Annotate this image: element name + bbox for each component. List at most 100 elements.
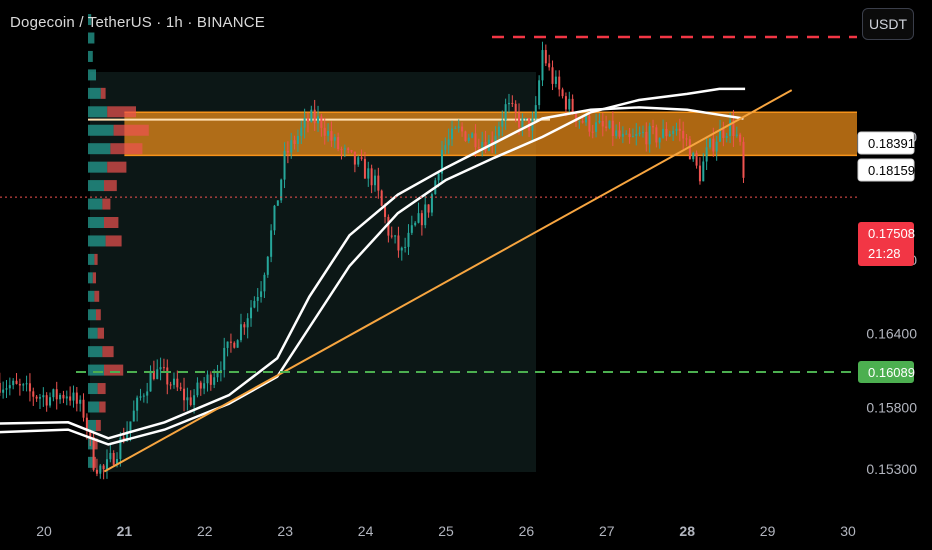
candles [0,41,745,480]
candle-body [350,149,353,152]
candle-body [35,396,38,399]
candle-body [42,395,45,398]
candle-body [638,132,641,134]
candle-body [95,469,98,474]
volume-bar-down [94,438,98,450]
volume-bar-up [88,346,103,358]
volume-bar-up [88,180,104,192]
candle-body [270,230,273,257]
currency-button[interactable]: USDT [862,8,914,40]
volume-profile [88,14,550,468]
candle-body [708,138,711,148]
candle-body [605,126,608,129]
candle-body [497,126,500,136]
candle-body [394,235,397,237]
candle-body [132,410,135,422]
candle-body [159,367,162,370]
candle-body [263,274,266,292]
volume-bar-up [88,438,95,450]
volume-bar-up [88,383,98,395]
candle-body [283,150,286,180]
volume-bar-down [105,235,122,247]
candle-body [28,383,31,392]
candle-body [239,324,242,341]
candle-body [280,179,283,201]
candle-body [79,399,82,404]
candle-body [585,115,588,123]
x-tick-label: 29 [760,523,776,539]
candle-body [635,133,638,137]
volume-bar-down [92,272,96,284]
label-countdown: 21:28 [868,246,901,261]
candle-body [471,133,474,138]
candle-body [8,385,11,389]
candle-body [554,76,557,84]
volume-bar-up [88,124,114,136]
volume-bar-up [88,69,96,81]
candle-body [467,137,470,142]
candle-body [156,369,159,379]
volume-bar-down [104,364,124,376]
candle-body [447,139,450,146]
candle-body [621,133,624,137]
candle-body [625,133,628,135]
candle-body [347,148,350,150]
candle-body [551,67,554,84]
candle-body [5,388,8,390]
candle-body [695,152,698,166]
volume-bar-up [88,327,98,339]
candle-body [410,225,413,233]
candle-body [260,291,263,297]
candle-body [725,136,728,138]
volume-bar-down [104,217,119,228]
candle-body [233,342,236,348]
candle-body [246,318,249,328]
candle-body [273,205,276,231]
candle-body [55,389,58,400]
candle-body [59,394,62,400]
y-tick-label: 0.15300 [866,461,917,477]
volume-bar-up [88,309,96,321]
candle-body [62,394,65,399]
candle-body [652,126,655,128]
candle-body [303,118,306,128]
candle-body [702,161,705,182]
candle-body [52,389,55,398]
x-tick-label: 24 [358,523,374,539]
candle-body [65,396,68,399]
candle-body [139,396,142,398]
candle-body [306,118,309,122]
candle-body [15,380,18,384]
candle-body [193,395,196,405]
volume-bar-up [88,456,93,468]
candle-body [310,109,313,122]
candle-body [601,120,604,127]
candle-body [571,98,574,114]
candle-body [323,127,326,136]
candle-body [136,397,139,411]
candle-body [618,130,621,137]
candle-body [437,173,440,181]
volume-bar-down [113,124,149,136]
candle-body [92,436,95,470]
candle-body [119,437,122,459]
candle-body [142,395,145,397]
candle-body [451,128,454,140]
x-tick-label: 28 [679,523,695,539]
candle-body [126,431,129,441]
candle-body [112,452,115,465]
candle-body [705,147,708,162]
candle-body [266,256,269,275]
candle-body [544,50,547,64]
candle-body [203,383,206,389]
candle-body [367,168,370,179]
volume-bar-down [94,253,98,265]
candle-body [105,459,108,470]
volume-bar-down [102,346,114,358]
candle-body [89,430,92,437]
candle-body [672,130,675,134]
candle-body [511,102,514,104]
overlays [0,35,857,473]
candle-body [507,102,510,105]
